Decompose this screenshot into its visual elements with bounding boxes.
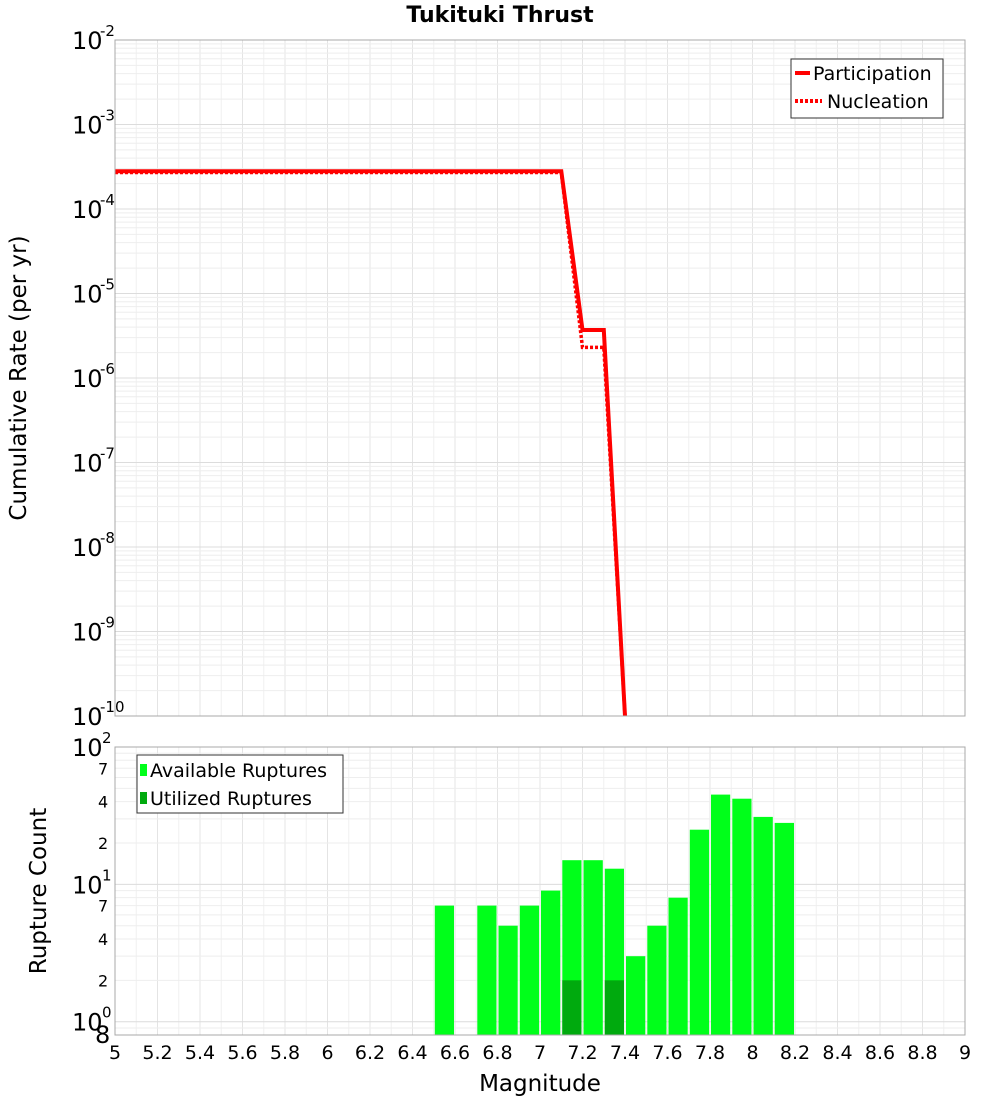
utilized-legend-swatch: [140, 792, 147, 804]
top-grid: [114, 40, 966, 717]
top-y-tick-label: 10: [72, 703, 103, 731]
top-y-tick-label: 10: [72, 619, 103, 647]
available-rupture-bar: [477, 905, 497, 1035]
x-tick-label: 7: [534, 1042, 546, 1064]
x-tick-label: 5: [109, 1042, 121, 1064]
bottom-legend-box: [136, 754, 344, 814]
bottom-bars-group: [434, 794, 794, 1035]
top-y-tick-exponent: -4: [100, 191, 115, 209]
top-y-tick-exponent: -2: [100, 22, 115, 40]
nucleation-legend-label: Nucleation: [827, 91, 929, 113]
bottom-y-minor-label: 7: [98, 897, 108, 916]
x-tick-label: 6.6: [440, 1042, 470, 1064]
bottom-y-tick-label: 10: [72, 1009, 103, 1037]
utilized-rupture-bar: [562, 980, 582, 1035]
x-tick-label: 8.8: [907, 1042, 937, 1064]
top-plot-frame: [114, 39, 966, 717]
available-rupture-bar: [583, 860, 603, 1035]
top-y-tick-label: 10: [72, 365, 103, 393]
utilized-rupture-bar: [604, 980, 624, 1035]
bottom-y-tick-exponent: 0: [102, 1004, 112, 1022]
available-rupture-bar: [434, 905, 454, 1035]
available-rupture-bar: [711, 794, 731, 1035]
x-tick-label: 5.6: [227, 1042, 257, 1064]
available-legend-swatch: [140, 764, 147, 776]
x-tick-label: 7.6: [652, 1042, 682, 1064]
chart-title: Tukituki Thrust: [406, 3, 594, 28]
x-tick-label: 7.4: [610, 1042, 640, 1064]
available-rupture-bar: [519, 905, 540, 1035]
bottom-y-tick-label: 10: [72, 734, 103, 762]
x-tick-label: 8: [746, 1042, 758, 1064]
bottom-y-minor-label: 2: [98, 971, 108, 990]
available-rupture-bar: [541, 890, 561, 1035]
available-rupture-bar: [647, 925, 667, 1035]
utilized-legend-label: Utilized Ruptures: [150, 788, 312, 810]
bottom-y-tick-exponent: 1: [102, 866, 112, 884]
top-y-tick-exponent: -3: [100, 107, 115, 125]
top-y-axis-label: Cumulative Rate (per yr): [6, 235, 32, 520]
bottom-y-tick-label: 10: [72, 871, 103, 899]
bottom-grid: [114, 746, 966, 1036]
x-tick-label: 6.4: [397, 1042, 427, 1064]
available-rupture-bar: [668, 897, 688, 1035]
top-y-tick-exponent: -6: [100, 360, 115, 378]
bottom-y-minor-label: 4: [98, 793, 108, 812]
x-tick-label: 5.8: [270, 1042, 300, 1064]
available-rupture-bar: [498, 925, 518, 1035]
bottom-y-minor-label: 4: [98, 930, 108, 949]
top-y-tick-label: 10: [72, 450, 103, 478]
x-tick-label: 6: [321, 1042, 333, 1064]
available-rupture-bar: [774, 822, 794, 1035]
available-rupture-bar: [732, 798, 752, 1035]
bottom-y-axis-label: Rupture Count: [26, 808, 52, 974]
bottom-y-minor-label: 8: [95, 1021, 110, 1049]
available-rupture-bar: [689, 829, 710, 1035]
available-rupture-bar: [753, 816, 773, 1035]
bottom-plot-frame: [114, 746, 966, 1036]
x-tick-label: 7.8: [695, 1042, 725, 1064]
top-y-tick-exponent: -10: [100, 698, 125, 716]
x-tick-label: 7.2: [567, 1042, 597, 1064]
top-y-tick-exponent: -7: [100, 445, 115, 463]
bottom-legend: Available Ruptures Utilized Ruptures: [136, 754, 344, 814]
nucleation-curve: [115, 170, 627, 717]
bottom-y-tick-exponent: 2: [102, 729, 112, 747]
available-legend-label: Available Ruptures: [150, 760, 327, 782]
bottom-y-minor-label: 7: [98, 759, 108, 778]
top-legend-box: [790, 58, 944, 119]
top-y-tick-label: 10: [72, 281, 103, 309]
top-y-tick-label: 10: [72, 534, 103, 562]
x-tick-label: 5.2: [142, 1042, 172, 1064]
top-y-tick-exponent: -8: [100, 529, 115, 547]
top-series-group: [115, 169, 627, 717]
x-tick-label: 6.2: [355, 1042, 385, 1064]
x-tick-label: 8.2: [780, 1042, 810, 1064]
x-tick-label: 8.6: [865, 1042, 895, 1064]
x-tick-label: 5.4: [185, 1042, 215, 1064]
x-tick-labels: 5 5.2 5.4 5.6 5.8 6 6.2 6.4 6.6 6.8 7 7.2 7.4 7.6 7.8 8…: [109, 1042, 971, 1064]
x-tick-label: 8.4: [822, 1042, 852, 1064]
top-y-tick-label: 10: [72, 27, 103, 55]
top-y-tick-exponent: -5: [100, 276, 115, 294]
bottom-y-minor-label: 2: [98, 834, 108, 853]
top-y-tick-label: 10: [72, 112, 103, 140]
top-legend: Participation Nucleation: [790, 58, 944, 119]
x-tick-label: 6.8: [482, 1042, 512, 1064]
participation-legend-label: Participation: [813, 63, 932, 85]
top-y-tick-label: 10: [72, 196, 103, 224]
x-tick-label: 9: [959, 1042, 971, 1064]
x-axis-label: Magnitude: [479, 1071, 601, 1097]
available-rupture-bar: [626, 956, 646, 1035]
top-y-tick-exponent: -9: [100, 614, 115, 632]
